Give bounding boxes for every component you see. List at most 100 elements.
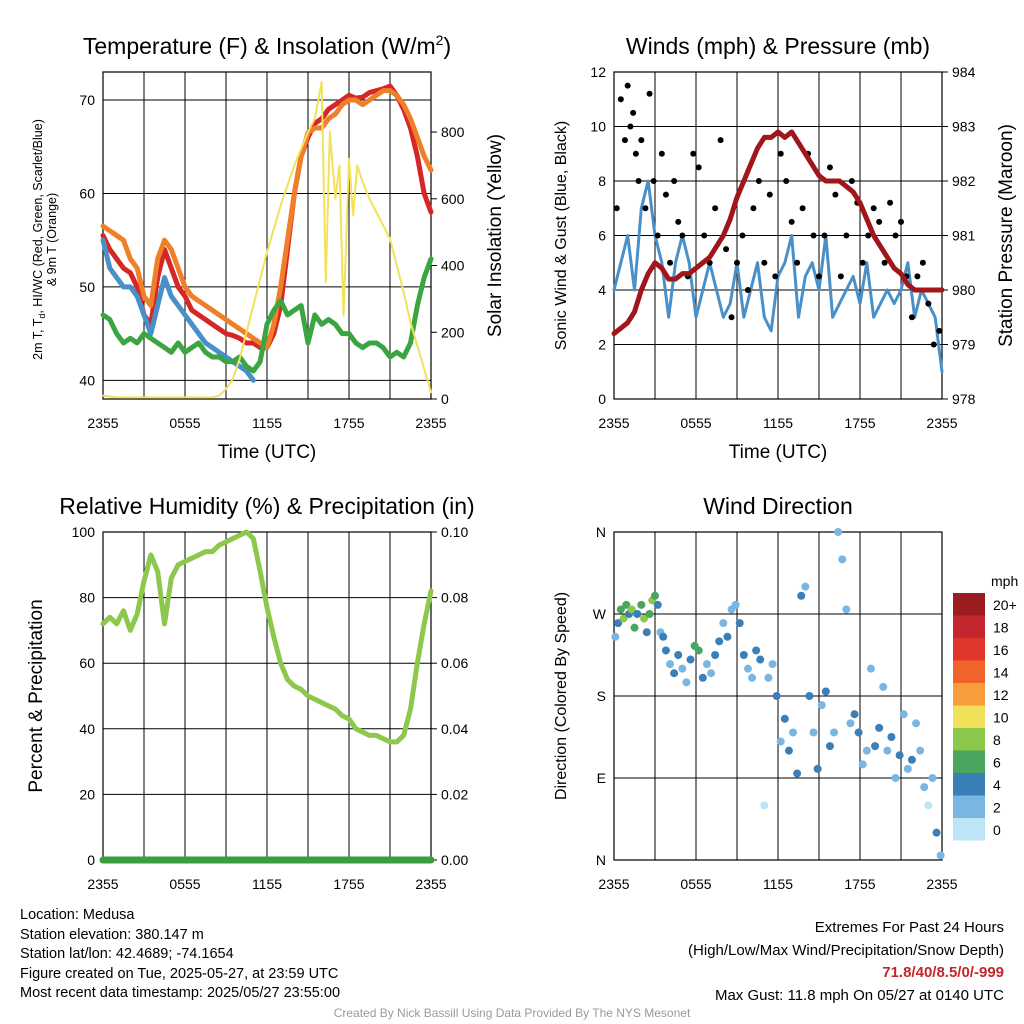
x-tick-label: 1155 [763,876,793,892]
data-point [712,205,719,212]
colorbar-label: 18 [993,620,1009,636]
data-point [865,232,872,239]
data-point [640,614,649,623]
colorbar-swatch [953,638,985,661]
y2-tick-label: 981 [952,228,976,244]
data-point [739,232,746,239]
figure-created: Figure created on Tue, 2025-05-27, at 23… [20,965,339,982]
station-location: Location: Medusa [20,907,135,923]
data-point [879,682,888,691]
plot-frame [613,531,943,861]
data-point [862,746,871,755]
data-point [646,90,653,97]
y-tick-label: S [597,688,606,704]
data-point [830,728,839,737]
data-point [825,742,834,751]
data-point [637,600,646,609]
colorbar-swatch [953,773,985,796]
data-point [875,723,884,732]
data-point [695,164,702,171]
data-point [719,619,728,628]
data-point [654,232,661,239]
data-point [731,600,740,609]
data-point [838,555,847,564]
y-tick-label: E [597,770,606,786]
data-point [702,660,711,669]
data-point [674,651,683,659]
y2-tick-label: 0.06 [441,655,468,671]
data-point [675,218,682,225]
credit-line: Created By Nick Bassill Using Data Provi… [333,1006,691,1020]
data-point [920,783,929,792]
y2-tick-label: 982 [952,173,976,189]
colorbar-title: mph [991,573,1018,589]
y2-tick-label: 980 [952,282,976,298]
data-point [635,178,642,184]
colorbar-swatch [953,593,985,616]
recent-timestamp: Most recent data timestamp: 2025/05/27 2… [20,985,341,1001]
y2-tick-label: 0.04 [441,721,468,737]
y-tick-label: 80 [79,590,95,606]
y-tick-label: 2 [598,337,606,353]
x-tick-label: 0555 [680,415,711,431]
colorbar-swatch [953,795,985,818]
y-tick-label: 8 [598,173,606,189]
data-point [662,191,669,198]
data-point [866,664,875,673]
y2-tick-label: 984 [952,64,976,80]
data-point [936,851,945,860]
x-tick-label: 2355 [87,415,118,431]
data-point [805,692,814,700]
data-point [756,655,765,664]
data-point [761,259,768,266]
data-point [780,714,789,723]
x-tick-label: 1755 [844,876,875,892]
y-axis-label: Sonic Wind & Gust (Blue, Black) [553,121,570,350]
station-info: Location: Medusa Station elevation: 380.… [20,906,340,1004]
data-point [854,728,863,737]
colorbar-label: 16 [993,642,1009,658]
y-tick-label: 60 [79,655,95,671]
data-point [816,273,822,280]
data-point [682,678,691,687]
colorbar-label: 4 [993,777,1001,793]
data-point [707,669,716,678]
y-tick-label: 50 [79,279,95,295]
data-point [907,755,916,764]
colorbar-swatch [953,818,985,841]
data-point [899,710,908,719]
y-axis-label: 2m T, Td, HI/WC (Red, Green, Scarlet/Blu… [31,119,47,360]
data-point [638,137,645,144]
data-point [642,628,651,637]
extremes-title: Extremes For Past 24 Hours [814,919,1004,936]
colorbar-label: 2 [993,800,1001,816]
data-point [671,178,678,184]
y-label-sub: d [37,314,47,319]
data-point [930,341,937,348]
x-tick-label: 1755 [333,876,364,892]
data-point [621,137,628,144]
plot-frame [613,71,943,400]
data-point [850,710,859,719]
x-tick-label: 1155 [252,415,282,431]
data-point [834,528,843,536]
title-superscript: 2 [436,32,444,48]
series-line [100,529,434,745]
data-point [784,746,793,755]
y-tick-label: 20 [79,786,95,802]
data-point [789,728,798,737]
data-point [891,774,900,782]
data-point [764,673,773,682]
data-point [843,232,850,239]
chart-panel-1: Temperature (F) & Insolation (W/m2) 40 50 6… [31,32,506,463]
data-point [651,591,659,600]
y2-tick-label: 200 [441,324,465,340]
data-point [723,246,730,253]
x-tick-label: 2355 [415,876,446,892]
y-tick-label: 4 [598,282,606,298]
data-point [723,632,732,641]
data-point [916,746,925,755]
data-point [776,737,785,746]
data-point [813,764,822,773]
